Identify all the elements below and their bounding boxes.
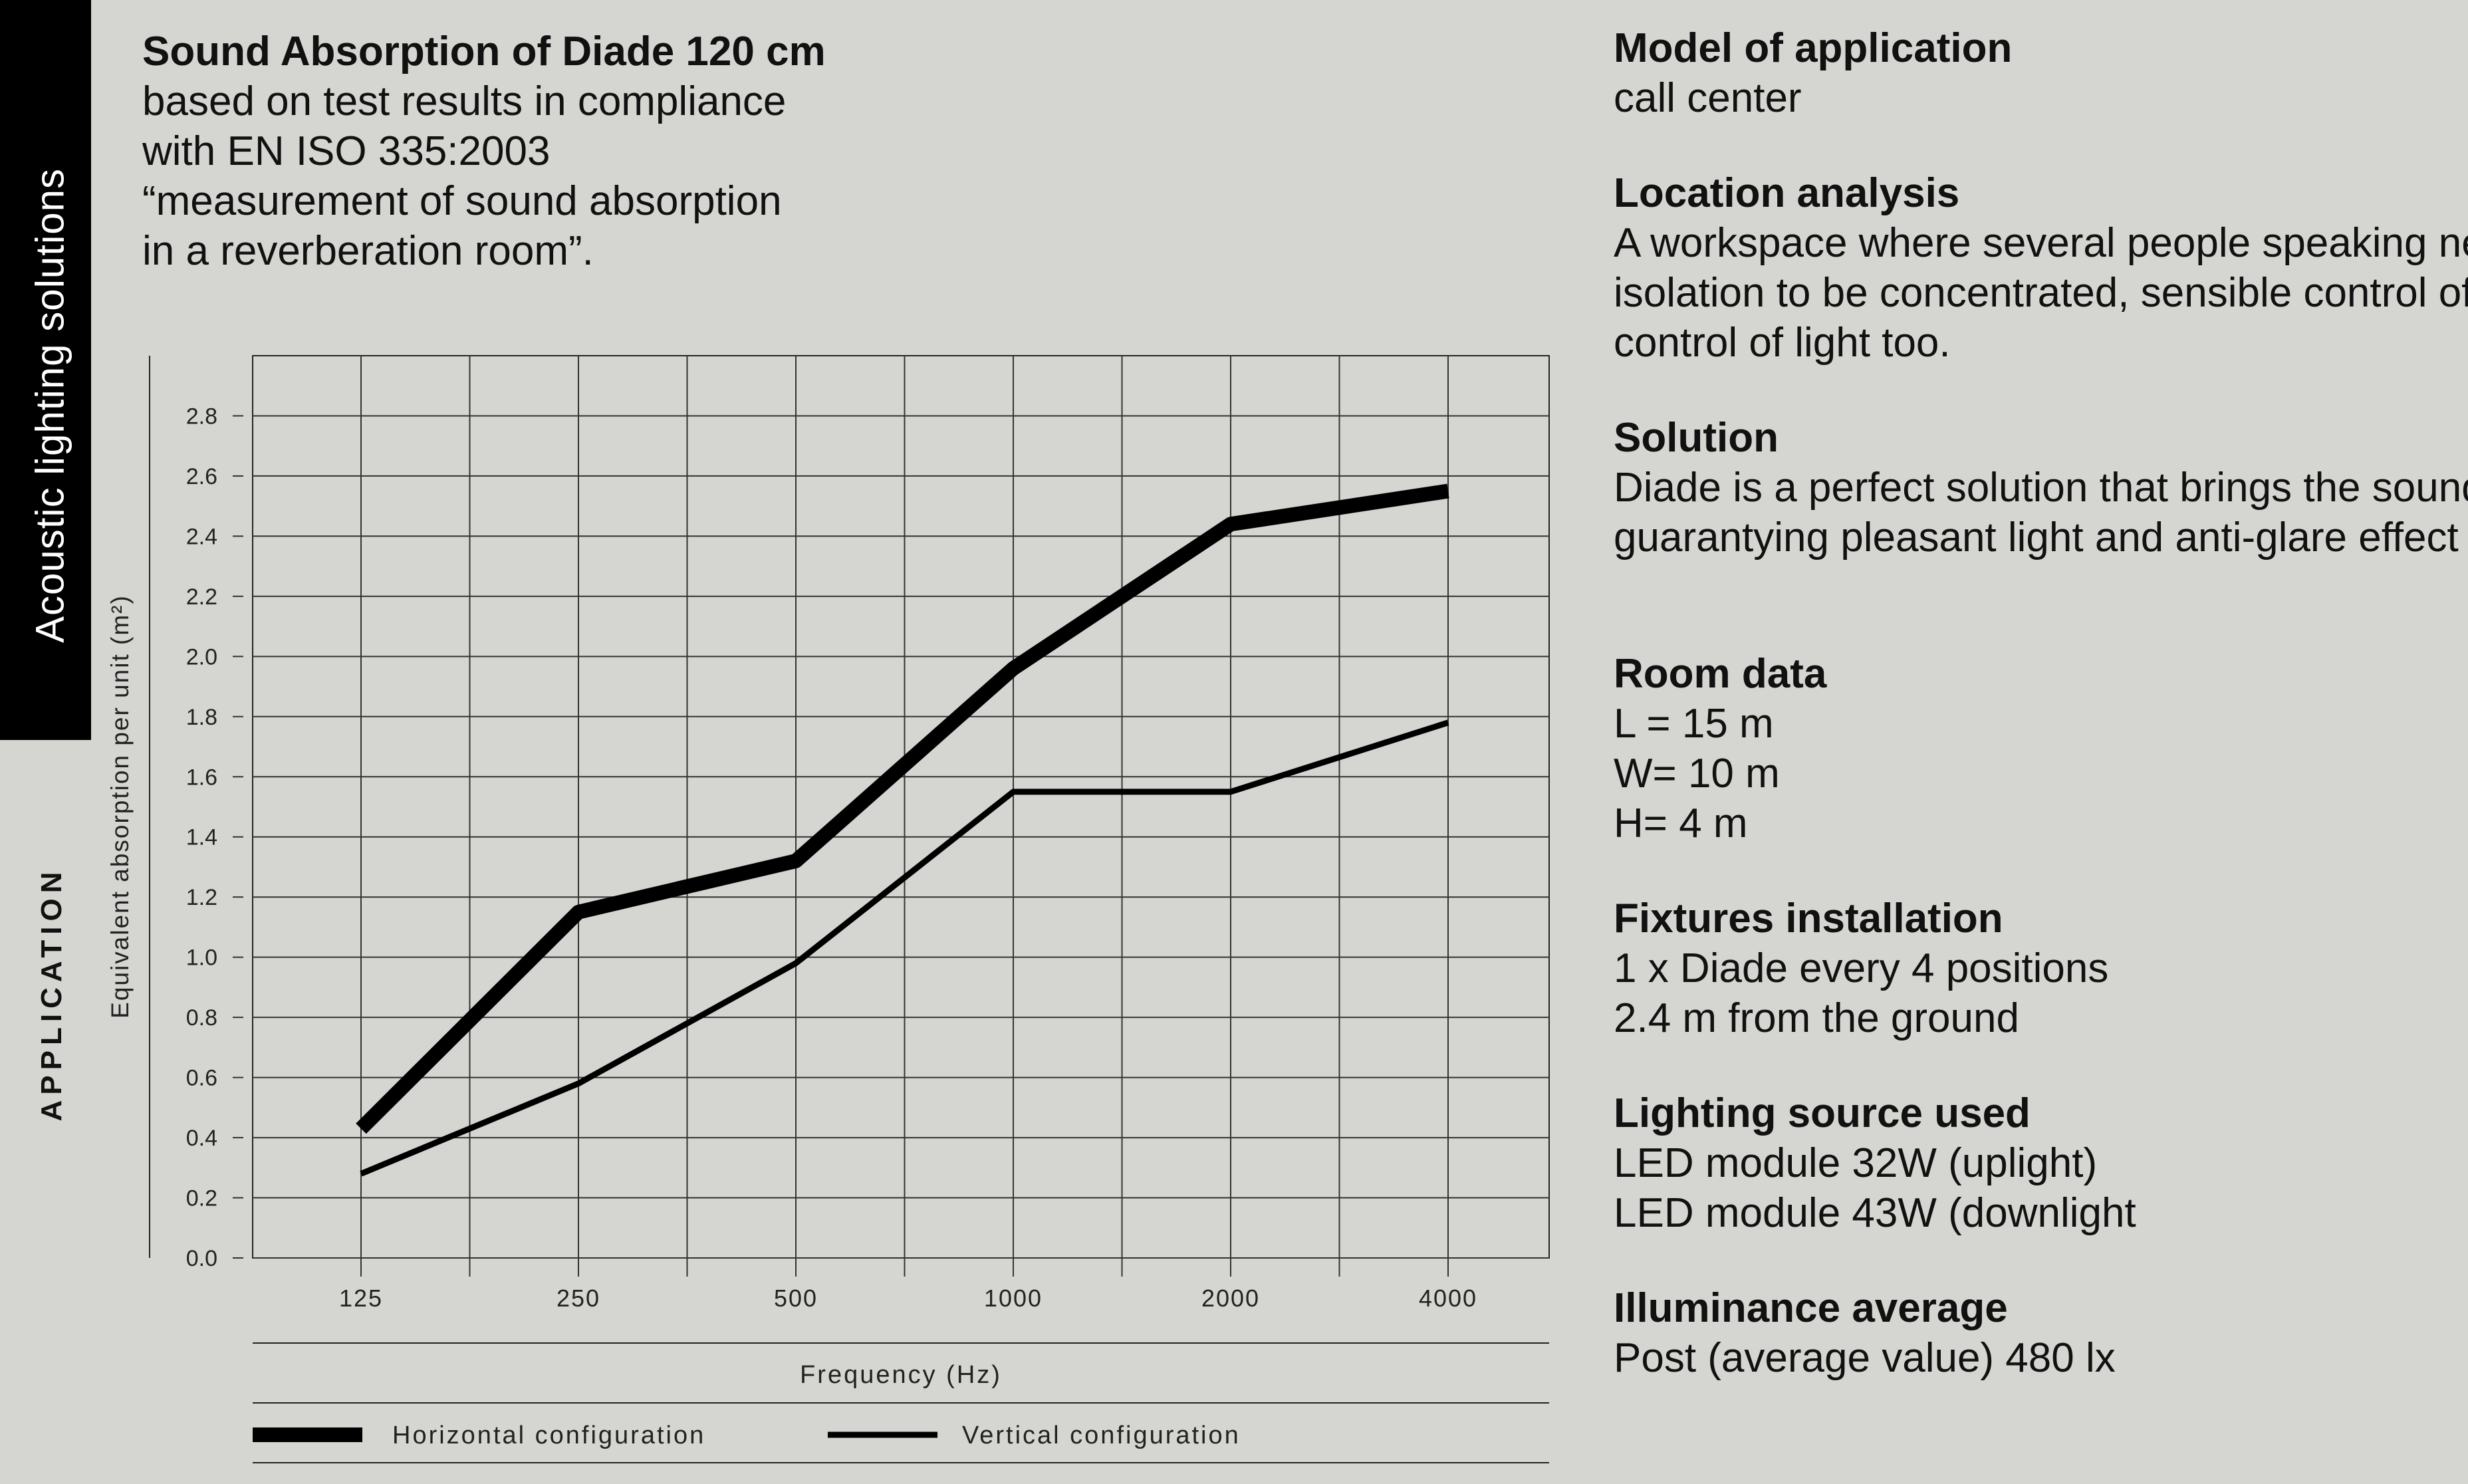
y-tick-label: 1.0	[186, 945, 217, 971]
info-panel: Model of application call center Location …	[1614, 23, 2468, 1383]
info-line: LED module 32W (uplight)	[1614, 1140, 2098, 1186]
y-tick-label: 2.8	[186, 404, 217, 429]
info-title: Lighting source used	[1614, 1090, 2031, 1136]
y-tick-label: 0.8	[186, 1005, 217, 1031]
info-line: 1 x Diade every 4 positions	[1614, 945, 2109, 991]
intro: Sound Absorption of Diade 120 cm based o…	[142, 27, 874, 276]
y-tick-label: 2.0	[186, 644, 217, 670]
info-line: H= 4 m	[1614, 801, 1748, 846]
info-title: Room data	[1614, 651, 1827, 697]
info-block: Solution Diade is a perfect solution that…	[1614, 413, 2468, 562]
info-line: A workspace where several people speakin…	[1614, 220, 2468, 266]
info-block: Illuminance average Post (average value) …	[1614, 1283, 2468, 1383]
x-tick-label: 4000	[1419, 1285, 1477, 1312]
info-block: Model of application call center	[1614, 23, 2468, 123]
series-line-vertical	[360, 719, 1449, 1177]
info-title: Location analysis	[1614, 170, 1960, 216]
y-axis-label: Equivalent absorption per unit (m²)	[106, 594, 134, 1019]
y-tick-label: 0.0	[186, 1246, 217, 1271]
y-tick-label: 0.2	[186, 1186, 217, 1211]
x-tick-label: 2000	[1201, 1285, 1260, 1312]
data-point	[1013, 668, 1014, 669]
y-tick-label: 0.4	[186, 1126, 217, 1151]
info-line: isolation to be concentrated, sensible c…	[1614, 270, 2468, 316]
info-line: guarantying pleasant light and anti-glar…	[1614, 515, 2468, 560]
legend-label: Horizontal configuration	[392, 1422, 705, 1449]
data-point	[360, 1128, 362, 1129]
info-line: Post (average value) 480 lx	[1614, 1335, 2116, 1381]
info-title: Illuminance average	[1614, 1285, 2008, 1331]
info-line: W= 10 m	[1614, 751, 1780, 797]
y-tick-label: 2.6	[186, 464, 217, 489]
info-line: L = 15 m	[1614, 701, 1774, 747]
data-point	[795, 860, 797, 862]
info-line: call center	[1614, 75, 1802, 121]
x-tick-label: 500	[774, 1285, 818, 1312]
y-tick-label: 1.4	[186, 825, 217, 850]
x-axis-label: Frequency (Hz)	[800, 1361, 1002, 1389]
side-tab: Acoustic lighting solutions	[0, 0, 91, 740]
x-tick-label: 1000	[984, 1285, 1043, 1312]
y-tick-label: 1.6	[186, 765, 217, 790]
y-tick-label: 2.2	[186, 584, 217, 610]
info-title: Fixtures installation	[1614, 896, 2003, 941]
info-line: LED module 43W (downlight	[1614, 1190, 2136, 1236]
y-tick-label: 2.4	[186, 524, 217, 549]
chart-title: Sound Absorption of Diade 120 cm	[142, 29, 826, 74]
info-line: 2.4 m from the ground	[1614, 995, 2019, 1041]
chart-description: based on test results in compliance with…	[142, 78, 787, 274]
legend-label: Vertical configuration	[962, 1422, 1241, 1449]
data-point	[1447, 722, 1449, 723]
info-block: Location analysis A workspace where sever…	[1614, 168, 2468, 368]
info-title: Model of application	[1614, 25, 2013, 71]
plot-frame	[252, 355, 1550, 1259]
series-line-horizontal	[356, 483, 1449, 1134]
y-tick-label: 1.2	[186, 885, 217, 910]
y-tick-label: 1.8	[186, 705, 217, 730]
x-tick-label: 125	[339, 1285, 383, 1312]
data-point	[1013, 791, 1014, 793]
data-point	[578, 1083, 579, 1084]
info-block: Room data L = 15 m W= 10 m H= 4 m	[1614, 649, 2468, 848]
info-block: Lighting source used LED module 32W (upli…	[1614, 1088, 2468, 1238]
info-title: Solution	[1614, 415, 1779, 461]
info-line: Diade is a perfect solution that brings …	[1614, 465, 2468, 511]
info-block: Fixtures installation 1 x Diade every 4 p…	[1614, 894, 2468, 1043]
x-tick-label: 250	[556, 1285, 600, 1312]
y-tick-label: 0.6	[186, 1066, 217, 1091]
info-line: control of light too.	[1614, 320, 1951, 366]
